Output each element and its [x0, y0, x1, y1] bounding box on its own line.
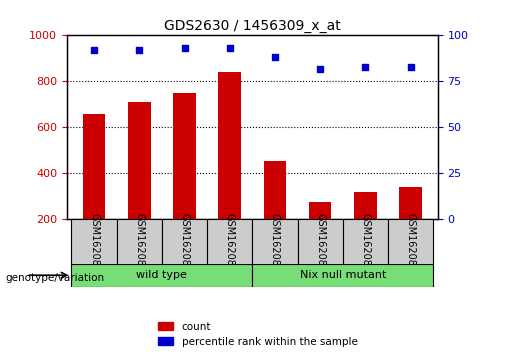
- Bar: [264, 161, 286, 219]
- Point: [226, 45, 234, 51]
- Point: [90, 47, 98, 53]
- Title: GDS2630 / 1456309_x_at: GDS2630 / 1456309_x_at: [164, 19, 341, 33]
- Text: Nix null mutant: Nix null mutant: [300, 270, 386, 280]
- FancyBboxPatch shape: [343, 219, 388, 266]
- FancyBboxPatch shape: [207, 219, 252, 266]
- Bar: [399, 187, 422, 219]
- FancyBboxPatch shape: [252, 219, 298, 266]
- Text: GSM162083: GSM162083: [315, 213, 325, 272]
- Point: [271, 55, 279, 60]
- Bar: [128, 102, 150, 219]
- Bar: [218, 72, 241, 219]
- Text: GSM162088: GSM162088: [180, 213, 190, 272]
- FancyBboxPatch shape: [388, 219, 433, 266]
- Point: [406, 64, 415, 69]
- Point: [316, 66, 324, 72]
- Text: GSM162087: GSM162087: [134, 213, 144, 272]
- Point: [362, 64, 370, 69]
- Text: GSM162084: GSM162084: [360, 213, 370, 272]
- Text: wild type: wild type: [136, 270, 187, 280]
- Text: genotype/variation: genotype/variation: [5, 273, 104, 283]
- Point: [180, 45, 188, 51]
- Text: GSM162089: GSM162089: [225, 213, 235, 272]
- Bar: [354, 192, 376, 219]
- Text: GSM162086: GSM162086: [89, 213, 99, 272]
- FancyBboxPatch shape: [252, 264, 433, 287]
- Point: [135, 47, 143, 53]
- FancyBboxPatch shape: [162, 219, 207, 266]
- FancyBboxPatch shape: [117, 219, 162, 266]
- Bar: [83, 114, 106, 219]
- Bar: [173, 93, 196, 219]
- Bar: [309, 201, 332, 219]
- FancyBboxPatch shape: [72, 264, 252, 287]
- FancyBboxPatch shape: [298, 219, 343, 266]
- Text: GSM162085: GSM162085: [406, 213, 416, 272]
- FancyBboxPatch shape: [72, 219, 117, 266]
- Text: GSM162082: GSM162082: [270, 213, 280, 272]
- Legend: count, percentile rank within the sample: count, percentile rank within the sample: [153, 317, 362, 351]
